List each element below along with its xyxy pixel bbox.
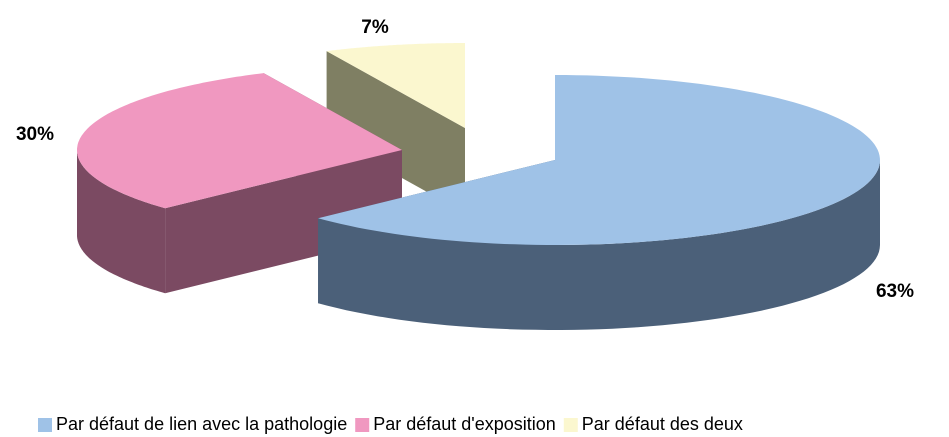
slice: [326, 43, 465, 128]
slice: [318, 75, 881, 245]
data-label: 30%: [16, 124, 54, 145]
slice-wall: [77, 150, 166, 294]
legend-label: Par défaut des deux: [582, 414, 743, 434]
data-label: 63%: [876, 281, 914, 302]
legend-swatch: [355, 418, 370, 432]
legend-label: Par défaut d'exposition: [373, 414, 556, 434]
slice: [77, 73, 402, 209]
legend-label: Par défaut de lien avec la pathologie: [56, 414, 347, 434]
slice-side: [165, 150, 402, 294]
legend-swatch: [38, 418, 52, 432]
data-label: 7%: [361, 17, 389, 38]
legend-swatch: [563, 418, 578, 432]
slice-wall: [318, 160, 881, 330]
slice-side: [326, 51, 465, 213]
